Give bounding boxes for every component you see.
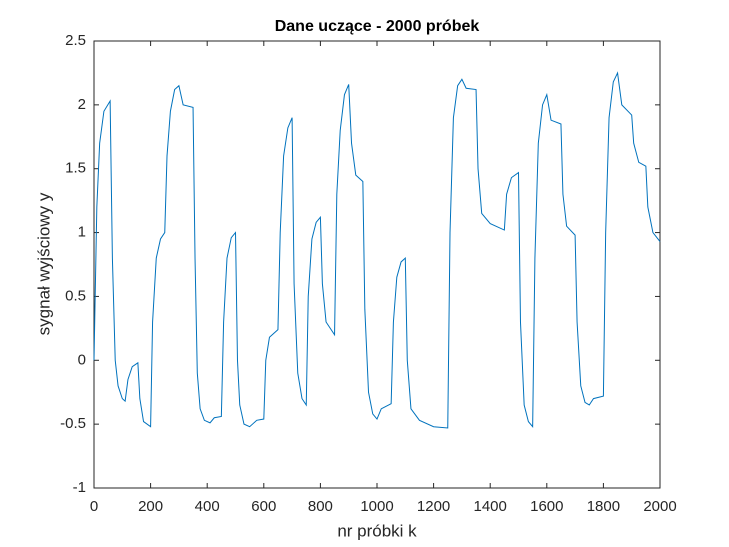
x-tick-label: 1800 <box>587 498 620 515</box>
x-axis-label: nr próbki k <box>337 521 417 540</box>
y-tick-label: -1 <box>73 479 86 496</box>
chart-title: Dane uczące - 2000 próbek <box>275 18 480 35</box>
x-tick-label: 0 <box>90 498 98 515</box>
plot-area <box>93 40 661 489</box>
x-tick-label: 200 <box>138 498 163 515</box>
y-axis-label: sygnał wyjściowy y <box>34 192 53 335</box>
data-line <box>93 71 661 429</box>
x-tick-label: 1200 <box>417 498 450 515</box>
x-tick-label: 800 <box>308 498 333 515</box>
x-tick-label: 1400 <box>474 498 507 515</box>
y-tick-label: 2.5 <box>65 32 86 49</box>
x-tick-label: 1600 <box>530 498 563 515</box>
y-tick-label: 0 <box>78 351 86 368</box>
y-tick-label: 0.5 <box>65 287 86 304</box>
x-tick-label: 400 <box>195 498 220 515</box>
y-tick-label: 2 <box>78 96 86 113</box>
x-tick-label: 1000 <box>360 498 393 515</box>
y-tick-label: -0.5 <box>60 415 86 432</box>
y-tick-label: 1.5 <box>65 160 86 177</box>
x-tick-label: 2000 <box>643 498 676 515</box>
y-tick-label: 1 <box>78 224 86 241</box>
x-tick-label: 600 <box>251 498 276 515</box>
